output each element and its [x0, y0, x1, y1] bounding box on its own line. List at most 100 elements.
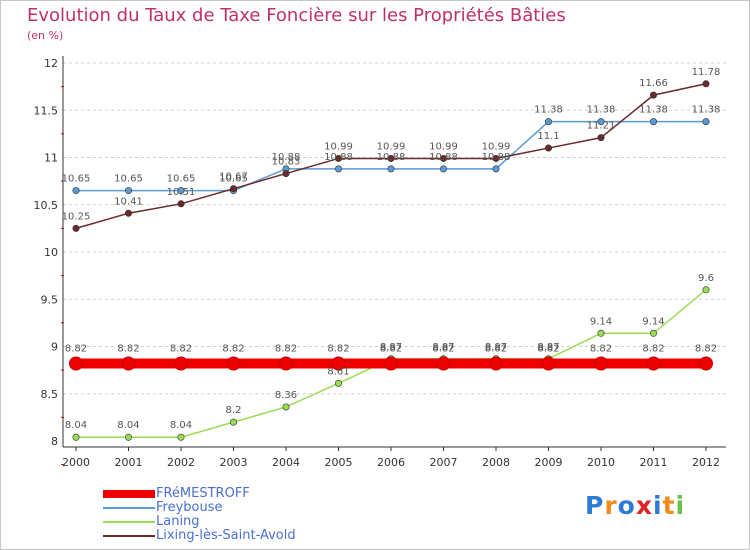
data-point	[282, 170, 290, 178]
data-label: 10.41	[114, 196, 143, 207]
data-point	[331, 356, 346, 371]
data-label: 8.82	[590, 344, 612, 355]
data-point	[72, 224, 80, 232]
data-label: 10.88	[324, 152, 353, 163]
data-label: 8.04	[117, 420, 139, 431]
y-tick-label: 9	[51, 341, 58, 354]
data-label: 11.38	[692, 105, 721, 116]
data-label: 8.82	[432, 344, 454, 355]
data-point	[334, 165, 342, 173]
data-point	[334, 154, 342, 162]
y-tick-label: 8	[51, 435, 58, 448]
data-point	[702, 118, 710, 126]
data-point	[387, 154, 395, 162]
x-tick-label: 2012	[692, 456, 720, 469]
data-label: 8.82	[65, 344, 87, 355]
y-tick-label: 11	[44, 152, 58, 165]
data-label: 10.67	[219, 172, 248, 183]
data-label: 10.65	[219, 174, 248, 185]
logo-letter: r	[604, 491, 618, 520]
data-label: 10.83	[272, 157, 301, 168]
data-label: 8.87	[485, 342, 507, 353]
data-point	[597, 329, 605, 337]
data-label: 8.04	[170, 420, 192, 431]
grid	[63, 62, 726, 395]
x-tick-label: 2011	[640, 456, 668, 469]
data-label: 10.65	[62, 174, 91, 185]
data-point	[649, 329, 657, 337]
data-label: 11.38	[534, 105, 563, 116]
data-label: 8.87	[432, 342, 454, 353]
data-point	[436, 356, 451, 371]
x-tick-label: 2001	[115, 456, 143, 469]
data-label: 8.04	[65, 420, 87, 431]
data-label: 11.66	[639, 78, 668, 89]
x-tick-label: 2004	[272, 456, 300, 469]
data-label: 10.88	[429, 152, 458, 163]
data-label: 8.61	[327, 366, 349, 377]
x-tick-label: 2005	[325, 456, 353, 469]
data-point	[72, 433, 80, 441]
data-point	[489, 356, 503, 371]
y-tick-label: 10	[44, 246, 58, 259]
data-label: 8.82	[380, 344, 402, 355]
legend-swatch	[103, 490, 155, 498]
data-point	[594, 356, 608, 371]
data-point	[334, 379, 342, 387]
data-point	[597, 134, 605, 142]
proxiti-logo: Proxiti	[585, 491, 685, 520]
data-point	[230, 185, 238, 193]
legend-label: Laning	[156, 514, 200, 529]
data-point	[72, 187, 80, 195]
data-point	[649, 91, 657, 99]
data-point	[226, 356, 241, 371]
data-point	[702, 286, 710, 294]
data-label: 9.14	[590, 316, 612, 327]
data-label: 10.25	[62, 211, 91, 222]
x-tick-label: 2002	[167, 456, 195, 469]
data-point	[702, 80, 710, 88]
data-label: 8.82	[485, 344, 507, 355]
data-label: 9.14	[642, 316, 664, 327]
data-point	[646, 356, 661, 371]
data-point	[597, 118, 605, 126]
logo-letter: t	[662, 491, 676, 520]
data-label: 8.82	[695, 344, 717, 355]
data-point	[439, 154, 447, 162]
y-tick-label: 9.5	[41, 293, 59, 306]
data-label: 10.88	[272, 152, 301, 163]
data-label: 10.88	[377, 152, 406, 163]
data-label: 8.82	[117, 344, 139, 355]
y-tick-label: 8.5	[41, 388, 59, 401]
data-point	[541, 356, 556, 371]
x-tick-label: 2008	[482, 456, 510, 469]
y-unit-label: (en %)	[27, 29, 64, 42]
data-point	[177, 187, 185, 195]
axes: 8 8.5 9 9.5 10 10.5 11 11.5 12 2000 2001 2002 2003 20…	[34, 56, 726, 469]
logo-letter: i	[675, 491, 686, 520]
data-point	[544, 118, 552, 126]
data-point	[279, 356, 293, 371]
data-label: 10.99	[377, 141, 406, 152]
x-tick-label: 2010	[587, 456, 615, 469]
legend-swatch	[103, 535, 155, 537]
data-point	[492, 165, 500, 173]
legend-label: FRéMESTROFF	[156, 486, 250, 501]
data-label: 10.99	[324, 141, 353, 152]
legend-swatch	[103, 507, 155, 509]
data-label: 10.88	[482, 152, 511, 163]
data-label: 10.99	[429, 141, 458, 152]
data-point	[384, 356, 398, 371]
y-tick-label: 10.5	[34, 199, 59, 212]
data-label: 11.78	[692, 67, 721, 78]
data-point	[125, 209, 133, 217]
data-point	[177, 200, 185, 208]
data-label: 8.82	[170, 344, 192, 355]
data-label: 8.2	[226, 405, 242, 416]
logo-letter: P	[585, 491, 605, 520]
data-point	[230, 418, 238, 426]
data-label: 8.87	[537, 342, 559, 353]
data-label: 10.65	[167, 174, 196, 185]
